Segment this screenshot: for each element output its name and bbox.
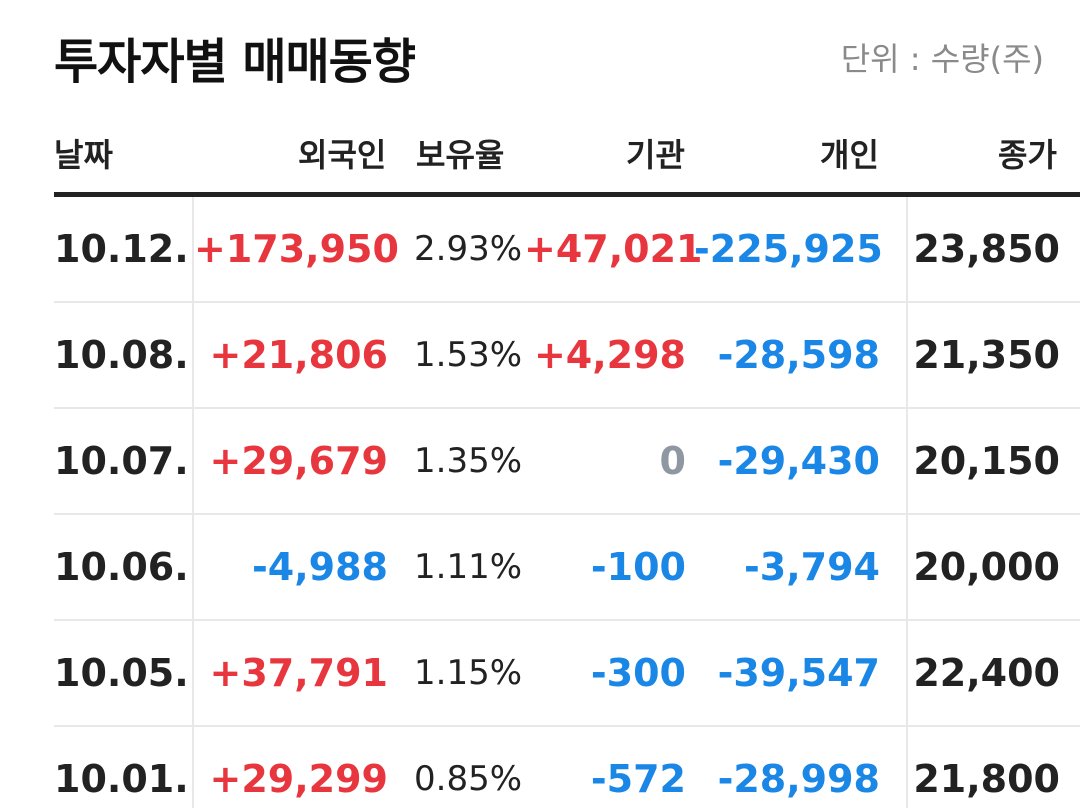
close-price-cell: 21,800: [913, 757, 1060, 801]
column-header-individual: 개인: [820, 136, 879, 174]
institution-net-cell: 0: [659, 439, 686, 483]
foreign-ratio-cell: 1.53%: [414, 335, 523, 375]
foreign-ratio-cell: 2.93%: [414, 229, 523, 269]
date-cell: 10.05.: [54, 651, 189, 695]
foreign-ratio-cell: 0.85%: [414, 759, 523, 799]
foreign-ratio-cell: 1.35%: [414, 441, 523, 481]
close-price-cell: 20,150: [913, 439, 1060, 483]
column-header-date: 날짜: [54, 136, 113, 174]
date-cell: 10.01.: [54, 757, 189, 801]
individual-net-cell: -225,925: [694, 227, 883, 271]
institution-net-cell: +47,021: [524, 227, 703, 271]
table-row: 10.05. +37,791 1.15% -300 -39,547 22,400: [54, 621, 1080, 727]
section-header: 투자자별 매매동향 단위 : 수량(주): [54, 18, 1044, 90]
date-cell: 10.12.: [54, 227, 189, 271]
table-row: 10.08. +21,806 1.53% +4,298 -28,598 21,350: [54, 303, 1080, 409]
section-title: 투자자별 매매동향: [54, 34, 416, 90]
institution-net-cell: -300: [590, 651, 686, 695]
column-divider: [906, 197, 908, 808]
foreign-net-cell: +21,806: [209, 333, 388, 377]
close-price-cell: 23,850: [913, 227, 1060, 271]
foreign-net-cell: +29,299: [209, 757, 388, 801]
foreign-net-cell: +37,791: [209, 651, 388, 695]
foreign-net-cell: +29,679: [209, 439, 388, 483]
column-header-foreign: 외국인: [298, 136, 387, 174]
table-row: 10.01. +29,299 0.85% -572 -28,998 21,800: [54, 727, 1080, 808]
individual-net-cell: -29,430: [717, 439, 880, 483]
individual-net-cell: -28,598: [717, 333, 880, 377]
column-header-institution: 기관: [626, 136, 685, 174]
column-divider: [192, 197, 194, 808]
column-header-ratio: 보유율: [416, 136, 505, 174]
table-row: 10.12. +173,950 2.93% +47,021 -225,925 23,850: [54, 197, 1080, 303]
institution-net-cell: +4,298: [533, 333, 686, 377]
table-row: 10.07. +29,679 1.35% 0 -29,430 20,150: [54, 409, 1080, 515]
individual-net-cell: -39,547: [717, 651, 880, 695]
foreign-ratio-cell: 1.11%: [414, 547, 523, 587]
column-header-close: 종가: [998, 136, 1057, 174]
individual-net-cell: -3,794: [744, 545, 880, 589]
institution-net-cell: -100: [590, 545, 686, 589]
close-price-cell: 21,350: [913, 333, 1060, 377]
individual-net-cell: -28,998: [717, 757, 880, 801]
unit-label: 단위 : 수량(주): [840, 40, 1044, 78]
foreign-net-cell: -4,988: [252, 545, 388, 589]
foreign-net-cell: +173,950: [194, 227, 399, 271]
close-price-cell: 20,000: [913, 545, 1060, 589]
date-cell: 10.06.: [54, 545, 189, 589]
date-cell: 10.07.: [54, 439, 189, 483]
table-body: 10.12. +173,950 2.93% +47,021 -225,925 23,850…: [54, 197, 1080, 808]
close-price-cell: 22,400: [913, 651, 1060, 695]
table-row: 10.06. -4,988 1.11% -100 -3,794 20,000: [54, 515, 1080, 621]
table-header: 날짜 외국인 보유율 기관 개인 종가: [54, 116, 1080, 197]
foreign-ratio-cell: 1.15%: [414, 653, 523, 693]
institution-net-cell: -572: [590, 757, 686, 801]
investor-trading-table: 날짜 외국인 보유율 기관 개인 종가 10.12. +173,950 2.93% +…: [54, 116, 1080, 808]
date-cell: 10.08.: [54, 333, 189, 377]
